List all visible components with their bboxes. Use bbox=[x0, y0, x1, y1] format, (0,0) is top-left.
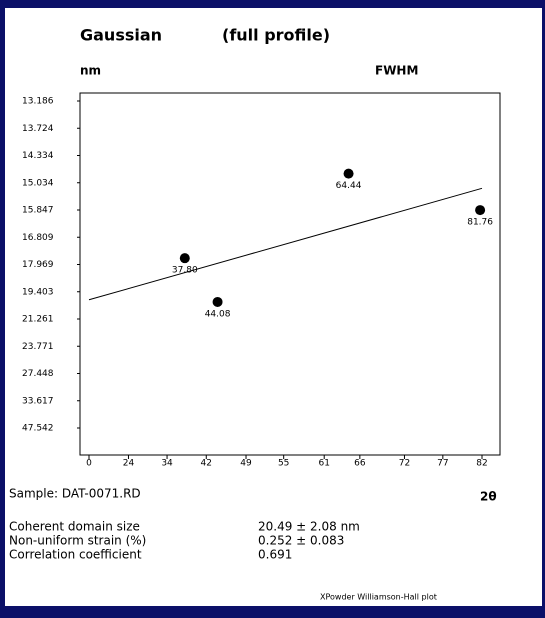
fit-line bbox=[88, 187, 483, 301]
y-tick-label: 27.448 bbox=[22, 369, 54, 379]
footer: XPowder Williamson-Hall plot bbox=[320, 593, 437, 602]
y-tick-label: 13.186 bbox=[22, 97, 54, 107]
result-label: Coherent domain size bbox=[9, 520, 140, 534]
x-tick-label: 0 bbox=[86, 459, 92, 469]
x-tick-label: 49 bbox=[240, 459, 252, 469]
x-axis-label: 2θ bbox=[480, 490, 497, 504]
sample-name: Sample: DAT-0071.RD bbox=[9, 487, 141, 501]
x-tick-label: 66 bbox=[354, 459, 366, 469]
result-value: 0.691 bbox=[258, 548, 292, 562]
x-tick-label: 61 bbox=[318, 459, 329, 469]
x-tick-label: 72 bbox=[399, 459, 410, 469]
x-tick-label: 34 bbox=[161, 459, 173, 469]
y-tick-label: 16.809 bbox=[22, 233, 54, 243]
y-tick-label: 14.334 bbox=[22, 151, 54, 161]
data-point bbox=[475, 205, 486, 216]
point-label: 81.76 bbox=[467, 218, 493, 228]
x-tick-label: 24 bbox=[123, 459, 135, 469]
result-value: 0.252 ± 0.083 bbox=[258, 534, 344, 548]
y-unit-label: nm bbox=[80, 64, 101, 78]
point-label: 44.08 bbox=[205, 309, 231, 319]
result-label: Correlation coefficient bbox=[9, 548, 142, 562]
x-tick-label: 55 bbox=[278, 459, 289, 469]
y-tick-label: 21.261 bbox=[22, 315, 54, 325]
point-label: 37.80 bbox=[172, 266, 198, 276]
y-axis-label: FWHM bbox=[375, 64, 418, 78]
chart-subtitle: (full profile) bbox=[222, 26, 330, 45]
y-tick-label: 13.724 bbox=[22, 124, 54, 134]
window-body bbox=[5, 8, 542, 606]
chart-title: Gaussian bbox=[80, 26, 162, 45]
result-value: 20.49 ± 2.08 nm bbox=[258, 520, 360, 534]
x-tick-label: 77 bbox=[437, 459, 448, 469]
y-tick-label: 33.617 bbox=[22, 396, 54, 406]
x-tick-label: 82 bbox=[476, 459, 487, 469]
plot-frame bbox=[79, 92, 501, 456]
x-tick-label: 42 bbox=[201, 459, 212, 469]
y-tick-label: 15.034 bbox=[22, 178, 54, 188]
data-point bbox=[179, 253, 190, 264]
y-tick-label: 23.771 bbox=[22, 342, 54, 352]
y-tick-label: 15.847 bbox=[22, 206, 54, 216]
y-tick-label: 19.403 bbox=[22, 287, 54, 297]
y-tick-label: 47.542 bbox=[22, 424, 54, 434]
data-point bbox=[212, 296, 223, 307]
point-label: 64.44 bbox=[336, 181, 362, 191]
y-tick-label: 17.969 bbox=[22, 260, 54, 270]
data-point bbox=[343, 168, 354, 179]
result-label: Non-uniform strain (%) bbox=[9, 534, 146, 548]
